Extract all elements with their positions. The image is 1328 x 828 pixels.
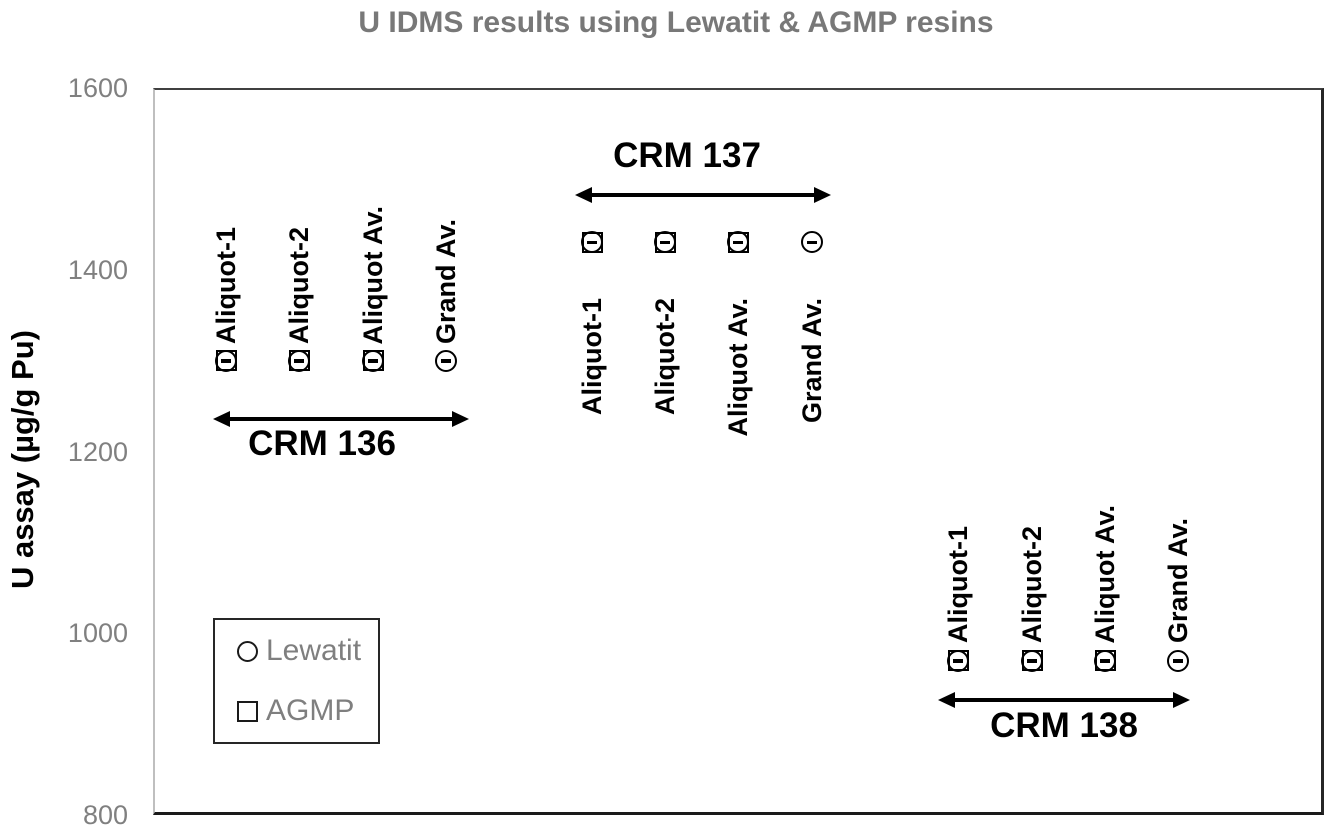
error-bar bbox=[368, 359, 378, 363]
group-range-arrow-line bbox=[226, 417, 456, 421]
error-bar bbox=[1173, 659, 1183, 663]
point-label: Aliquot-2 bbox=[284, 227, 314, 344]
point-label: Grand Av. bbox=[797, 298, 827, 424]
error-bar bbox=[587, 240, 597, 245]
arrowhead-right-icon bbox=[452, 411, 469, 427]
lewatit-circle-icon bbox=[237, 641, 258, 662]
legend-label-lewatit: Lewatit bbox=[266, 634, 362, 667]
error-bar bbox=[221, 359, 231, 363]
error-bar bbox=[294, 359, 304, 363]
group-name: CRM 138 bbox=[990, 706, 1138, 745]
data-point-marker bbox=[726, 230, 750, 254]
y-tick-label: 1600 bbox=[67, 73, 128, 103]
lewatit-circle-marker bbox=[801, 231, 823, 254]
data-point-marker bbox=[214, 349, 238, 373]
error-bar bbox=[1100, 659, 1110, 663]
y-tick-label: 1000 bbox=[67, 618, 128, 649]
lewatit-circle-marker bbox=[654, 231, 676, 254]
point-label: Aliquot-2 bbox=[1017, 526, 1047, 643]
y-tick-label: 1400 bbox=[67, 254, 128, 285]
data-point-marker bbox=[1020, 649, 1044, 673]
arrowhead-left-icon bbox=[213, 411, 230, 427]
point-label: Aliquot Av. bbox=[1090, 504, 1120, 643]
lewatit-circle-marker bbox=[581, 231, 603, 254]
legend-box: Lewatit AGMP bbox=[213, 618, 380, 744]
arrowhead-left-icon bbox=[938, 692, 955, 708]
lewatit-circle-marker bbox=[1021, 649, 1043, 672]
error-bar bbox=[660, 240, 670, 245]
data-point-marker bbox=[1166, 649, 1190, 673]
y-tick-label: 800 bbox=[82, 800, 128, 828]
agmp-square-icon bbox=[237, 701, 258, 722]
arrowhead-right-icon bbox=[814, 187, 831, 203]
lewatit-circle-marker bbox=[215, 349, 237, 372]
data-point-marker bbox=[653, 230, 677, 254]
legend-label-agmp: AGMP bbox=[266, 694, 355, 727]
data-point-marker bbox=[800, 230, 824, 254]
arrowhead-right-icon bbox=[1173, 692, 1190, 708]
lewatit-circle-marker bbox=[947, 649, 969, 672]
point-label: Aliquot Av. bbox=[358, 205, 388, 344]
lewatit-circle-marker bbox=[288, 349, 310, 372]
lewatit-circle-marker bbox=[1167, 649, 1189, 672]
lewatit-circle-marker bbox=[727, 231, 749, 254]
data-point-marker bbox=[361, 349, 385, 373]
group-range-arrow-line bbox=[951, 698, 1177, 702]
point-label: Grand Av. bbox=[1163, 517, 1193, 643]
lewatit-circle-marker bbox=[1094, 649, 1116, 672]
point-label: Grand Av. bbox=[431, 218, 461, 344]
error-bar bbox=[1027, 659, 1037, 663]
y-tick-label: 1200 bbox=[67, 436, 128, 467]
point-label: Aliquot-1 bbox=[211, 227, 241, 344]
point-label: Aliquot Av. bbox=[723, 298, 753, 437]
data-point-marker bbox=[434, 349, 458, 373]
data-point-marker bbox=[1093, 649, 1117, 673]
lewatit-circle-marker bbox=[362, 349, 384, 372]
error-bar bbox=[441, 359, 451, 363]
lewatit-circle-marker bbox=[435, 349, 457, 372]
error-bar bbox=[733, 240, 743, 245]
chart-title: U IDMS results using Lewatit & AGMP resi… bbox=[358, 6, 994, 39]
point-label: Aliquot-2 bbox=[650, 298, 680, 415]
arrowhead-left-icon bbox=[575, 187, 592, 203]
point-label: Aliquot-1 bbox=[943, 526, 973, 643]
group-name: CRM 136 bbox=[248, 424, 396, 463]
point-label: Aliquot-1 bbox=[577, 298, 607, 415]
group-name: CRM 137 bbox=[613, 136, 761, 175]
data-point-marker bbox=[287, 349, 311, 373]
data-point-marker bbox=[946, 649, 970, 673]
data-point-marker bbox=[580, 230, 604, 254]
error-bar bbox=[953, 659, 963, 663]
error-bar bbox=[807, 240, 817, 245]
group-range-arrow-line bbox=[588, 193, 818, 197]
